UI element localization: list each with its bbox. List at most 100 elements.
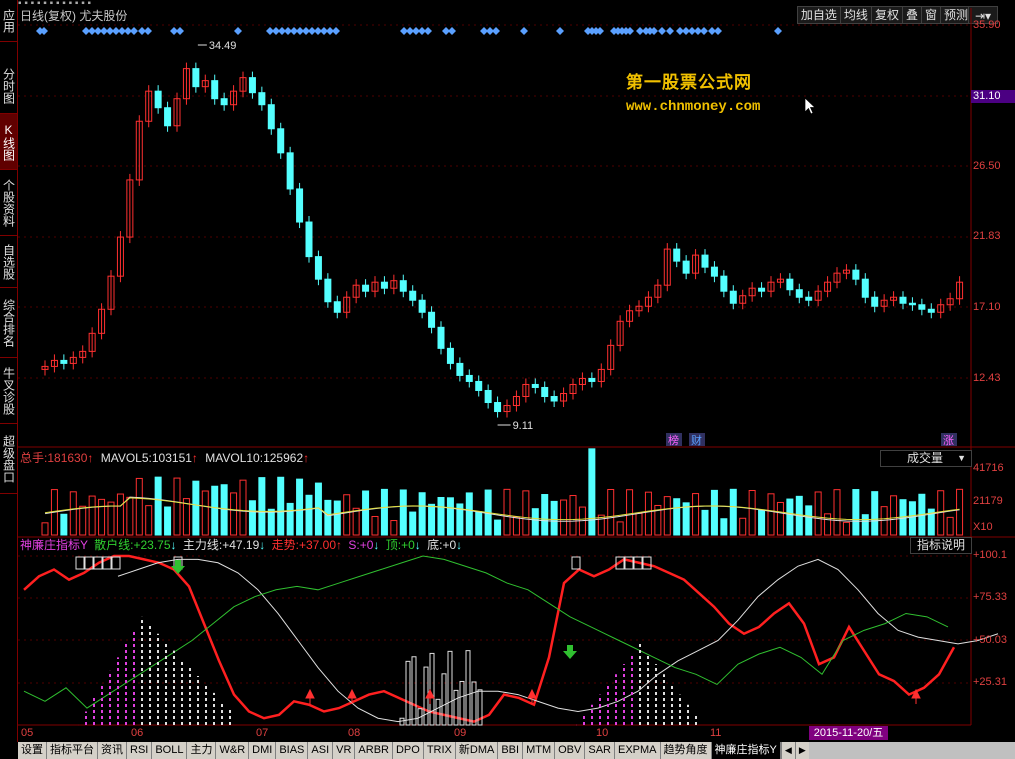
indicator-tab[interactable]: ARBR — [355, 742, 393, 759]
volume-bar — [635, 512, 643, 536]
tab-left-icon[interactable]: ◀ — [780, 742, 795, 759]
volume-total-label: 总手: — [20, 451, 48, 465]
high-price-label: 34.49 — [209, 40, 237, 52]
indicator-tab[interactable]: ASI — [308, 742, 334, 759]
candle-body — [720, 275, 728, 292]
up-signal-arrow-icon — [527, 688, 537, 704]
candle-body — [626, 310, 634, 322]
indicator-white-bar — [465, 650, 471, 726]
volume-bar — [107, 501, 115, 536]
indicator-tab[interactable]: 主力 — [187, 742, 217, 759]
candle-body — [805, 296, 813, 301]
indicator-white-bar — [399, 717, 405, 726]
x-axis-label: 05 — [21, 727, 34, 739]
candle-body — [710, 266, 718, 277]
indicator-tab[interactable]: 新DMA — [455, 742, 499, 759]
indicator-tab[interactable]: OBV — [555, 742, 586, 759]
volume-bar — [258, 477, 266, 536]
indicator-white-bar — [429, 652, 435, 726]
indicator-tab[interactable]: TRIX — [423, 742, 456, 759]
indicator-white-bar — [477, 689, 483, 726]
indicator-tab[interactable]: MTM — [523, 742, 556, 759]
left-nav-item[interactable]: 超级盘口 — [0, 424, 17, 494]
indicator-tab[interactable]: 指标平台 — [47, 742, 98, 759]
right-arrow-icon[interactable]: ⇥▾ — [968, 6, 998, 24]
volume-bar — [852, 489, 860, 536]
candle-body — [343, 296, 351, 313]
candle-body — [776, 278, 784, 283]
toolbar-button[interactable]: 叠 — [903, 7, 922, 23]
signal-diamond-icon — [124, 27, 132, 35]
indicator-tab[interactable]: W&R — [216, 742, 250, 759]
signal-diamond-icon — [400, 27, 408, 35]
volume-bar — [560, 499, 568, 536]
indicator-tab[interactable]: BIAS — [276, 742, 309, 759]
left-nav-item[interactable]: K线图 — [0, 114, 17, 170]
indicator-help-label: 指标说明 — [916, 538, 965, 552]
left-nav-item[interactable]: 分时图 — [0, 58, 17, 114]
volume-bar — [362, 490, 370, 536]
signal-diamond-icon — [88, 27, 96, 35]
candle-body — [286, 152, 294, 190]
chart-title: 日线(复权) 尤夫股份 — [20, 9, 128, 23]
tab-right-icon[interactable]: ▶ — [794, 742, 809, 759]
indicator-white-bar — [459, 680, 465, 726]
indicator-tab[interactable]: VR — [333, 742, 356, 759]
volume-bar — [607, 488, 615, 536]
left-nav-item[interactable]: 应用 — [0, 0, 17, 42]
down-arrow-icon: ↓ — [414, 538, 421, 552]
toolbar-button[interactable]: 预测 — [943, 8, 968, 22]
indicator-tab[interactable]: 资讯 — [98, 742, 127, 759]
candle-body — [814, 290, 822, 301]
indicator-tab[interactable]: RSI — [127, 742, 153, 759]
volume-bar — [663, 496, 671, 536]
candle-body — [899, 296, 907, 304]
candle-body — [173, 98, 181, 127]
x-axis-label: 09 — [454, 727, 467, 739]
indicator-tab[interactable]: DMI — [249, 742, 277, 759]
candle-body — [890, 296, 898, 301]
volume-bar — [446, 497, 454, 536]
toolbar-button[interactable]: 均线 — [841, 7, 872, 23]
volume-bar — [720, 518, 728, 536]
candle-body — [956, 281, 964, 300]
left-nav-item[interactable]: 自选股 — [0, 236, 17, 288]
left-nav-item[interactable]: 个股资料 — [0, 170, 17, 236]
indicator-tab[interactable]: 趋势角度 — [660, 742, 712, 759]
toolbar-button[interactable]: 窗 — [922, 7, 941, 23]
zhuli-label: 主力线: — [182, 538, 223, 552]
indicator-tick-label: +25.31 — [973, 676, 1007, 688]
volume-tick-label: 21179 — [973, 495, 1003, 507]
volume-axis: 41716 21179 X10 — [971, 447, 1015, 537]
top-signal-box — [633, 556, 643, 570]
candle-body — [50, 359, 58, 367]
indicator-tab[interactable]: 神廉庄指标Y — [711, 742, 781, 759]
zhuli-line — [117, 558, 999, 723]
left-nav-item[interactable]: 综合排名 — [0, 288, 17, 358]
toolbar-button[interactable]: 复权 — [872, 7, 903, 23]
left-nav-item[interactable]: 牛叉诊股 — [0, 358, 17, 424]
candle-body — [79, 350, 87, 358]
volume-bar — [569, 495, 577, 536]
indicator-tab[interactable]: BBI — [498, 742, 524, 759]
volume-bar — [824, 513, 832, 536]
volume-bar — [182, 498, 190, 536]
indicator-tab[interactable]: 设置 — [18, 742, 47, 759]
indicator-tab[interactable]: EXPMA — [614, 742, 661, 759]
signal-diamond-icon — [700, 27, 708, 35]
top-signal-box — [111, 556, 121, 570]
candle-body — [428, 311, 436, 328]
candle-body — [644, 296, 652, 307]
indicator-tab[interactable]: SAR — [585, 742, 615, 759]
candle-body — [616, 320, 624, 346]
candle-body — [409, 290, 417, 301]
candle-body — [201, 80, 209, 88]
toolbar-button[interactable]: 加自选 — [798, 7, 841, 23]
candle-body — [465, 374, 473, 382]
indicator-tab[interactable]: DPO — [392, 742, 424, 759]
candle-body — [739, 295, 747, 304]
chart-canvas[interactable]: 34.49 9.11 榜财 涨 — [18, 0, 1015, 742]
volume-indicator-select[interactable]: 成交量 ▼ — [880, 450, 972, 467]
indicator-help-button[interactable]: 指标说明 — [910, 537, 972, 554]
indicator-tab[interactable]: BOLL — [152, 742, 188, 759]
